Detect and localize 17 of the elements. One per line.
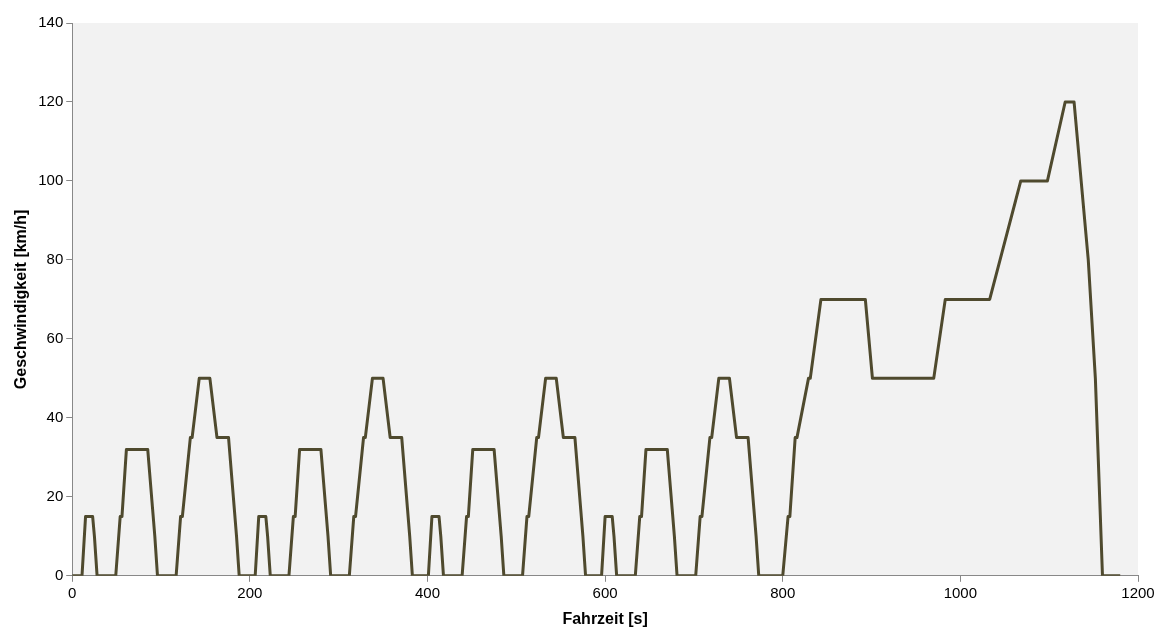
y-tick-label: 0 <box>54 565 64 583</box>
x-tick-label: 800 <box>770 583 796 601</box>
y-axis-title: Geschwindigkeit [km/h] <box>12 209 30 390</box>
y-tick-label: 60 <box>46 329 64 347</box>
x-tick-label: 200 <box>237 583 263 601</box>
y-tick-label: 40 <box>46 408 64 425</box>
x-tick-label: 400 <box>414 583 440 601</box>
x-axis-title: Fahrzeit [s] <box>562 609 648 627</box>
x-tick-label: 600 <box>592 583 618 601</box>
y-tick-label: 100 <box>38 171 64 189</box>
x-tick-label: 1200 <box>1121 583 1155 601</box>
x-tick-label: 1000 <box>943 583 978 601</box>
y-tick-label: 20 <box>46 486 64 504</box>
y-tick-label: 140 <box>38 13 64 31</box>
x-tick-label: 0 <box>68 583 77 601</box>
y-tick-label: 80 <box>46 250 64 268</box>
y-tick-label: 120 <box>38 92 64 110</box>
